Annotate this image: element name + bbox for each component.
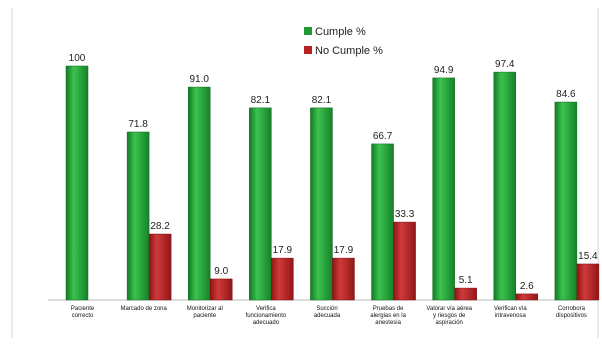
category-label-line: funcionamiento [246, 313, 287, 319]
legend: Cumple % No Cumple % [304, 26, 383, 57]
bar-no-cumple-3 [209, 278, 233, 301]
category-label-line: Corrobora [558, 306, 586, 312]
category-label-7: Valorar vía aérea y riesgos de aspiración [426, 306, 472, 326]
category-label-line: Succión [316, 306, 337, 312]
category-label-3: Monitorizar al paciente [187, 306, 223, 319]
bar-cumple-4 [249, 107, 272, 301]
category-label-8: Verifican vía intravenosa [494, 306, 527, 319]
value-label-no-cumple-9: 15.4 [578, 251, 598, 262]
category-label-line: aspiración [436, 320, 463, 326]
bar-cumple-2 [126, 131, 150, 301]
category-label-line: y riesgos de [433, 313, 466, 319]
value-label-no-cumple-2: 28.2 [150, 221, 170, 232]
value-label-no-cumple-8: 2.6 [520, 281, 534, 292]
category-label-line: Verifica [256, 306, 276, 312]
category-label-line: alergias en la [370, 313, 406, 319]
value-label-cumple-5: 82.1 [312, 95, 332, 106]
category-label-2: Marcado de zona [120, 306, 167, 312]
legend-label-cumple: Cumple % [315, 26, 366, 38]
bar-no-cumple-6 [393, 221, 416, 301]
category-label-line: Marcado de zona [120, 306, 167, 312]
value-label-no-cumple-6: 33.3 [395, 209, 415, 220]
category-label-6: Pruebas de alergias en la anestesia [370, 306, 406, 326]
legend-swatch-no-cumple [304, 46, 312, 54]
category-label-4: Verifica funcionamiento adecuado [246, 306, 287, 326]
bar-no-cumple-7 [454, 287, 477, 301]
value-label-cumple-6: 66.7 [373, 131, 393, 142]
category-label-line: dispositivos [556, 313, 587, 319]
bar-cumple-1 [65, 65, 89, 301]
bar-cumple-9 [554, 101, 578, 301]
category-label-line: adecuado [253, 320, 280, 326]
bar-no-cumple-5 [332, 257, 355, 301]
category-label-line: Valorar vía aérea [426, 306, 472, 312]
bar-cumple-5 [310, 107, 333, 301]
category-label-line: Monitorizar al [187, 306, 223, 312]
category-label-line: anestesia [375, 320, 401, 326]
category-label-line: adecuada [314, 313, 341, 319]
category-label-line: Pruebas de [373, 306, 404, 312]
legend-item-cumple: Cumple % [304, 26, 366, 38]
bar-no-cumple-2 [148, 233, 172, 301]
value-label-cumple-9: 84.6 [556, 89, 576, 100]
category-label-1: Paciente correcto [71, 306, 95, 319]
category-label-line: intravenosa [495, 313, 527, 319]
legend-item-no-cumple: No Cumple % [304, 45, 383, 57]
bar-no-cumple-4 [271, 257, 294, 301]
bars-layer [65, 65, 600, 301]
bar-no-cumple-8 [515, 293, 539, 301]
value-label-cumple-7: 94.9 [434, 65, 454, 76]
bar-no-cumple-9 [576, 263, 600, 301]
value-label-cumple-1: 100 [69, 53, 86, 64]
value-label-no-cumple-7: 5.1 [459, 275, 473, 286]
value-label-cumple-8: 97.4 [495, 59, 515, 70]
value-label-no-cumple-3: 9.0 [214, 266, 228, 277]
category-label-5: Succión adecuada [314, 306, 341, 319]
category-label-line: Paciente [71, 306, 95, 312]
category-label-line: Verifican vía [494, 306, 527, 312]
bar-cumple-8 [493, 71, 517, 301]
legend-swatch-cumple [304, 27, 312, 35]
category-label-line: correcto [72, 313, 94, 319]
category-labels-layer: Paciente correcto Marcado de zona Monitoriz… [71, 306, 587, 326]
bar-cumple-7 [432, 77, 455, 301]
category-label-9: Corrobora dispositivos [556, 306, 587, 319]
bar-cumple-6 [371, 143, 394, 301]
value-label-cumple-4: 82.1 [251, 95, 271, 106]
bar-cumple-3 [187, 86, 211, 301]
value-labels-layer: 100 71.8 91.0 82.1 82.1 66.7 94.9 97.4 84.6 28.2 9… [69, 53, 598, 292]
value-label-cumple-3: 91.0 [189, 74, 209, 85]
legend-label-no-cumple: No Cumple % [315, 45, 383, 57]
value-label-no-cumple-4: 17.9 [273, 245, 293, 256]
value-label-no-cumple-5: 17.9 [334, 245, 354, 256]
category-label-line: paciente [193, 313, 216, 319]
value-label-cumple-2: 71.8 [128, 119, 148, 130]
